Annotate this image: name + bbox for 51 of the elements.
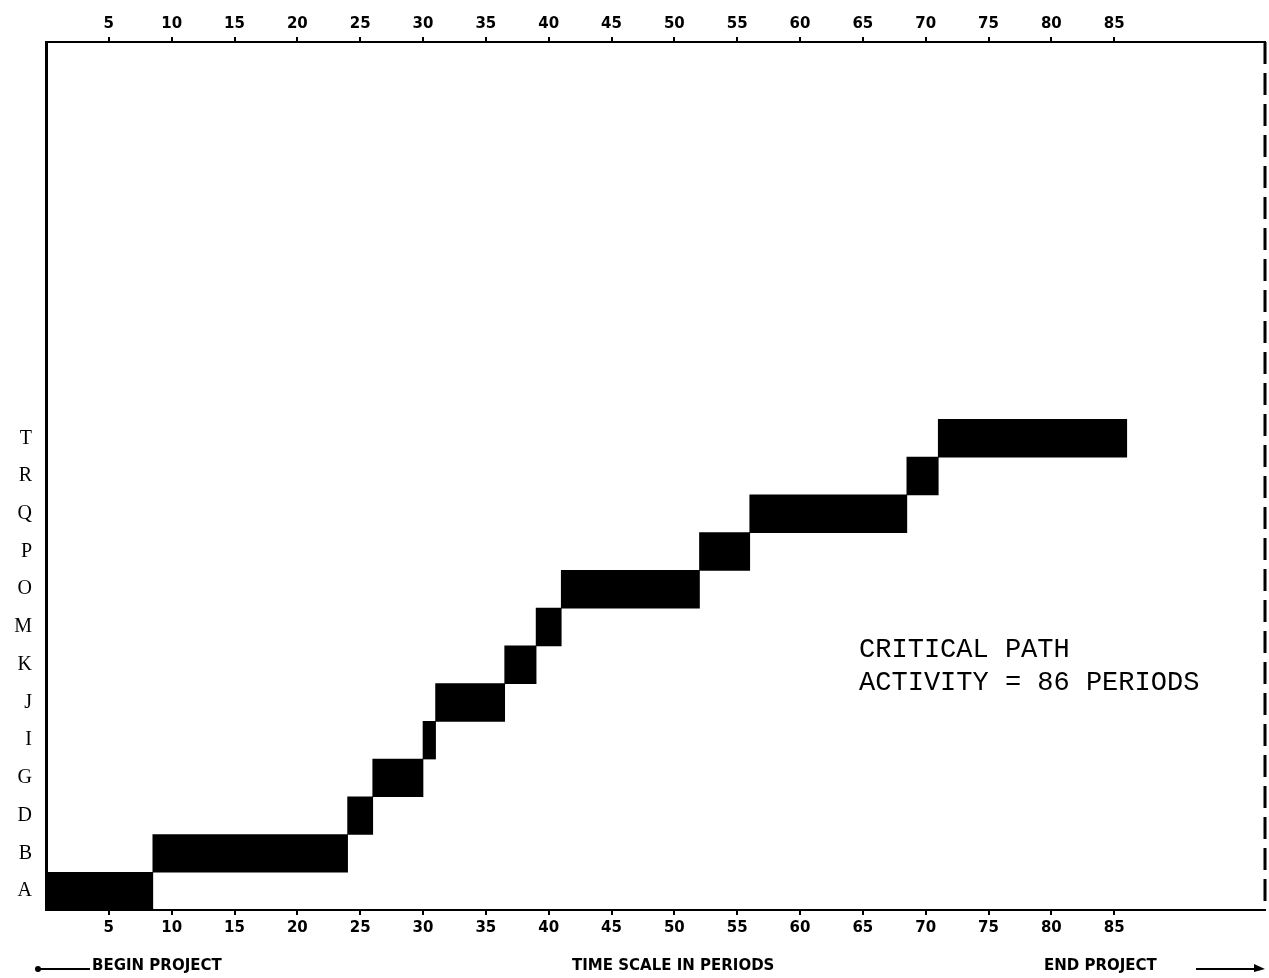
y-tick-label: I [25,727,32,750]
x2-tick-label: 65 [852,917,874,936]
x2-tick-label: 85 [1103,917,1125,936]
x2-tick-label: 40 [538,917,560,936]
annotation: CRITICAL PATH ACTIVITY = 86 PERIODS [859,635,1200,698]
x-tick-label: 70 [915,13,937,32]
x2-tick-label: 55 [726,917,748,936]
y-tick-label: T [19,425,32,448]
x-tick-label: 80 [1040,13,1062,32]
x2-tick-label: 45 [601,917,622,936]
y-tick-label: M [14,614,33,637]
x-axis-title: TIME SCALE IN PERIODS [572,956,775,974]
x-tick-label: 10 [161,13,183,32]
y-tick-label: J [24,689,33,712]
x-tick-label: 85 [1103,13,1125,32]
y-tick-label: K [17,651,33,674]
x2-tick-label: 80 [1040,917,1062,936]
y-tick-label: R [18,463,33,486]
x2-tick-label: 25 [349,917,371,936]
x-tick-label: 30 [412,13,434,32]
x2-tick-label: 50 [663,917,685,936]
x2-tick-label: 20 [286,917,308,936]
y-tick-label: P [20,538,32,561]
x-tick-label: 20 [286,13,308,32]
x-tick-label: 15 [224,13,245,32]
x-tick-label: 60 [789,13,811,32]
y-tick-label: A [17,878,33,901]
x2-tick-label: 70 [915,917,937,936]
y-tick-label: O [17,576,32,599]
y-tick-label: G [17,765,32,788]
x2-tick-label: 35 [475,917,497,936]
x2-tick-label: 15 [224,917,245,936]
y-tick-label: D [17,802,32,825]
text: END PROJECT [1044,956,1157,974]
x-tick-label: 50 [663,13,685,32]
x-tick-label: 75 [978,13,999,32]
x-tick-label: 25 [349,13,371,32]
x2-tick-label: 30 [412,917,434,936]
x2-tick-label: 75 [978,917,999,936]
x2-tick-label: 5 [103,917,115,936]
x-tick-label: 55 [726,13,748,32]
x-tick-label: 65 [852,13,874,32]
x-tick-label: 35 [475,13,497,32]
x-tick-label: 5 [103,13,115,32]
y-tick-label: B [18,840,32,863]
x2-tick-label: 60 [789,917,811,936]
x-tick-label: 45 [601,13,622,32]
y-tick-label: Q [17,500,33,523]
x2-tick-label: 10 [161,917,183,936]
x-tick-label: 40 [538,13,560,32]
text: BEGIN PROJECT [92,956,222,974]
